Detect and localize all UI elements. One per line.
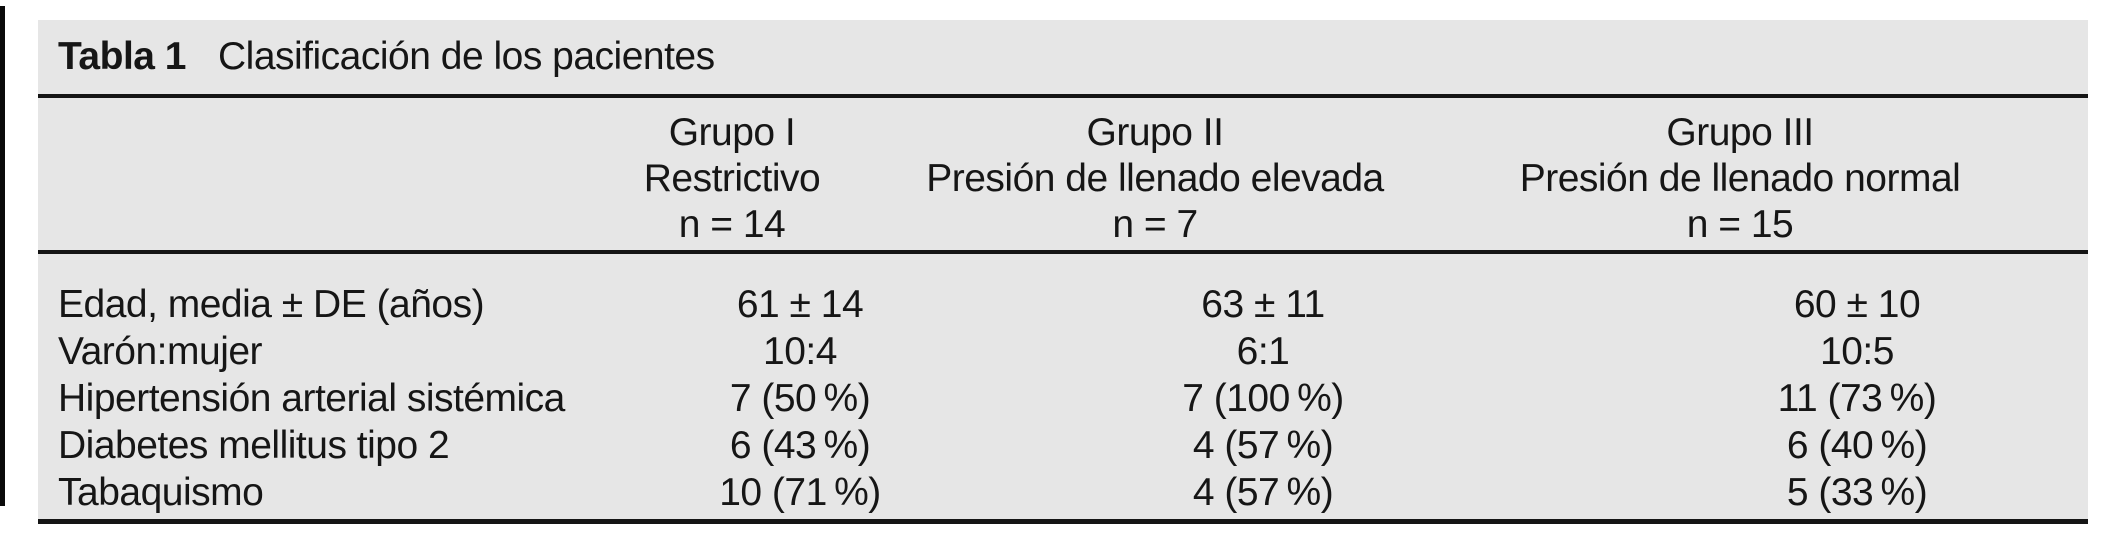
cell-value: 11 (73 %) (1777, 377, 1937, 420)
rule-top (38, 94, 2088, 98)
table-row: Edad, media ± DE (años) 61 ± 14 63 ± 11 … (38, 281, 2088, 328)
table-row: Tabaquismo 10 (71 %) 4 (57 %) 5 (33 %) (38, 469, 2088, 516)
cell-value: 63 ± 11 (1201, 283, 1325, 326)
row-label: Edad, media ± DE (años) (58, 283, 485, 326)
cell-value: 7 (100 %) (1182, 377, 1344, 420)
cell-value: 60 ± 10 (1793, 283, 1921, 326)
column-header-grupo-2: Grupo II Presión de llenado elevada n = … (918, 110, 1392, 248)
cell-value: 7 (50 %) (729, 377, 871, 420)
cell-value: 10:4 (763, 330, 837, 373)
table-number: Tabla 1 (58, 35, 187, 78)
group-subtitle: Presión de llenado normal (1519, 157, 1961, 200)
rule-bottom (38, 519, 2088, 524)
row-label: Diabetes mellitus tipo 2 (58, 424, 450, 467)
group-n: n = 7 (1112, 203, 1198, 246)
scan-edge-artifact (0, 6, 5, 506)
cell-value: 10:5 (1820, 330, 1894, 373)
group-subtitle: Presión de llenado elevada (926, 157, 1384, 200)
group-name: Grupo III (1666, 111, 1814, 154)
cell-value: 6 (43 %) (729, 424, 871, 467)
row-label: Hipertensión arterial sistémica (58, 377, 565, 420)
group-name: Grupo I (668, 111, 796, 154)
table-caption: Tabla 1 Clasificación de los pacientes (38, 20, 2088, 94)
cell-value: 4 (57 %) (1192, 471, 1334, 514)
cell-value: 6 (40 %) (1786, 424, 1928, 467)
group-name: Grupo II (1086, 111, 1224, 154)
row-label: Varón:mujer (58, 330, 263, 373)
table-title: Clasificación de los pacientes (218, 35, 715, 78)
group-n: n = 15 (1686, 203, 1794, 246)
rule-mid (38, 250, 2088, 254)
table-row: Hipertensión arterial sistémica 7 (50 %)… (38, 375, 2088, 422)
table-row: Diabetes mellitus tipo 2 6 (43 %) 4 (57 … (38, 422, 2088, 469)
cell-value: 5 (33 %) (1786, 471, 1928, 514)
column-header-grupo-3: Grupo III Presión de llenado normal n = … (1392, 110, 2088, 248)
table-row: Varón:mujer 10:4 6:1 10:5 (38, 328, 2088, 375)
table-body: Edad, media ± DE (años) 61 ± 14 63 ± 11 … (38, 254, 2088, 519)
cell-value: 61 ± 14 (736, 283, 864, 326)
cell-value: 6:1 (1236, 330, 1290, 373)
table-header-row: Grupo I Restrictivo n = 14 Grupo II Pres… (38, 98, 2088, 250)
group-n: n = 14 (678, 203, 786, 246)
header-spacer (38, 110, 546, 248)
cell-value: 4 (57 %) (1192, 424, 1334, 467)
cell-value: 10 (71 %) (719, 471, 881, 514)
table-panel: Tabla 1 Clasificación de los pacientes G… (38, 20, 2088, 524)
column-header-grupo-1: Grupo I Restrictivo n = 14 (546, 110, 918, 248)
group-subtitle: Restrictivo (643, 157, 821, 200)
row-label: Tabaquismo (58, 471, 264, 514)
